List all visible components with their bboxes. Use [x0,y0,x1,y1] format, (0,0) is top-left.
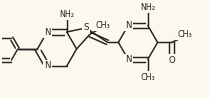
Text: CH₃: CH₃ [140,73,155,82]
Text: N: N [125,21,131,30]
Text: CH₃: CH₃ [95,21,110,30]
Text: NH₂: NH₂ [59,10,74,19]
Text: N: N [125,55,131,64]
Text: S: S [83,23,89,32]
Text: CH₃: CH₃ [177,30,192,39]
Text: N: N [44,61,50,70]
Text: N: N [44,28,50,37]
Text: NH₂: NH₂ [140,3,155,12]
Text: O: O [168,56,175,65]
